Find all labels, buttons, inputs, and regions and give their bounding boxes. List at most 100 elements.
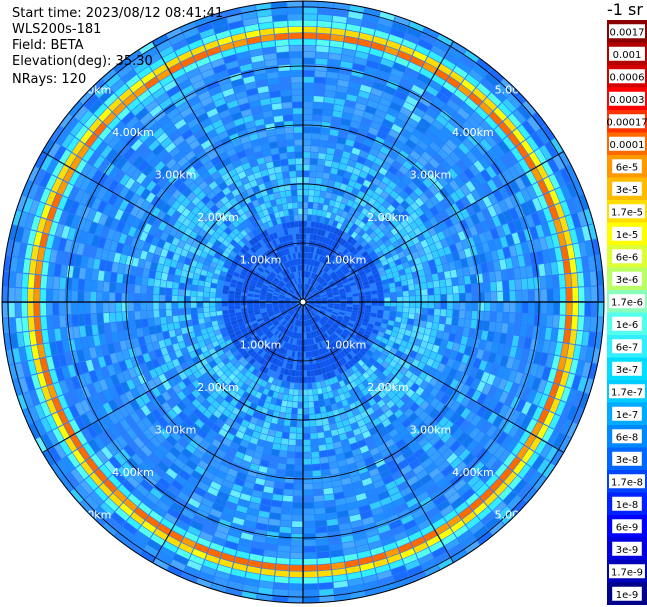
range-gate [356,44,371,54]
range-gate [322,418,329,426]
range-gate [289,565,303,572]
range-gate [366,219,374,228]
range-gate [359,123,370,132]
range-gate [370,286,377,291]
range-gate [281,438,289,445]
range-gate [314,274,319,281]
range-gate [437,148,449,160]
range-gate [431,233,440,243]
range-gate [191,284,198,291]
range-gate [379,270,386,277]
range-gate [360,336,368,343]
range-gate [234,302,241,306]
range-gate [307,214,312,221]
range-gate [499,236,509,248]
range-gate [323,283,329,289]
range-gate [320,127,330,135]
range-gate [464,247,472,258]
range-gate [336,85,348,94]
range-gate [537,195,548,209]
range-gate [527,116,541,132]
range-gate [323,103,334,110]
range-gate [384,297,391,302]
range-gate [303,51,316,58]
range-gate [357,190,366,199]
range-gate [415,289,422,296]
range-gate [59,302,66,315]
range-gate [166,316,173,324]
range-gate [401,384,410,394]
range-gate [319,216,326,224]
range-gate [306,284,309,291]
range-gate [384,252,392,259]
range-gate [286,457,295,465]
range-gate [345,291,352,295]
range-gate [320,270,325,277]
range-gate [386,204,396,213]
range-gate [330,283,336,288]
range-gate [27,302,34,317]
range-gate [460,55,476,69]
range-gate [395,286,403,292]
range-gate [500,355,509,367]
range-gate [431,169,442,180]
range-gate [408,230,417,239]
range-gate [434,257,442,266]
range-gate [379,124,391,135]
range-gate [517,360,527,373]
range-gate [343,317,350,322]
range-gate [399,274,407,281]
range-gate [538,326,546,340]
range-gate [573,345,582,360]
range-gate [561,403,572,419]
range-gate [274,481,284,489]
range-gate [303,552,317,559]
range-gate [376,130,388,140]
range-gate [332,311,339,316]
range-gate [402,101,415,112]
range-gate [342,248,349,256]
range-gate [449,378,459,389]
range-gate [401,317,408,324]
range-gate [541,302,547,314]
range-gate [321,281,327,287]
range-gate [165,302,172,310]
range-gate [410,392,420,402]
range-gate [475,142,488,156]
range-gate [303,127,312,133]
range-gate [559,288,566,302]
range-gate [532,391,543,406]
range-gate [425,107,439,119]
range-gate [375,317,383,323]
range-gate [308,304,315,307]
range-gate [496,431,508,445]
range-gate [328,261,335,268]
range-gate [318,576,333,584]
range-gate [436,330,444,339]
range-gate [21,288,28,302]
range-gate [553,288,560,302]
range-gate [135,319,142,329]
range-gate [557,356,567,371]
range-gate [303,483,313,490]
range-gate [450,41,466,55]
range-gate [379,146,390,156]
range-gate [587,363,597,379]
range-gate [571,273,578,287]
range-gate [544,141,558,157]
range-gate [314,501,325,509]
range-gate [370,265,377,272]
range-gate [327,305,334,309]
range-gate [471,390,482,402]
range-gate [511,232,521,245]
range-gate [461,239,470,250]
range-gate [380,190,390,200]
range-gate [318,197,325,204]
range-gate [309,300,315,302]
range-gate [422,334,430,343]
range-gate [361,346,369,353]
range-gate [484,341,493,352]
range-gate [384,306,391,311]
range-gate [304,265,307,271]
range-gate [353,336,361,342]
